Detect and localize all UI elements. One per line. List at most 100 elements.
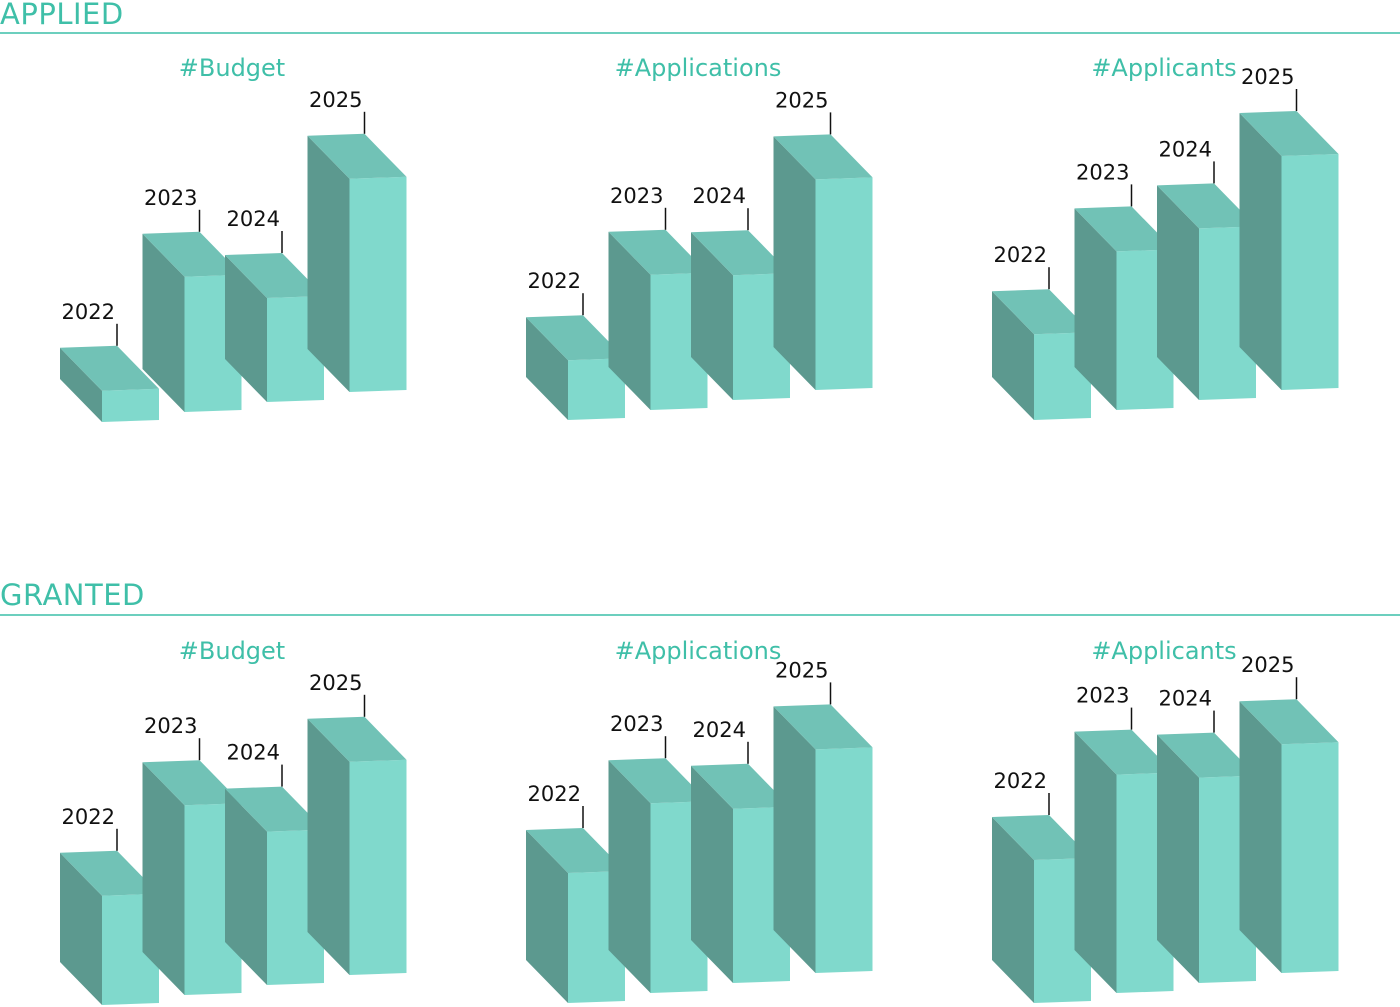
bar-2023: 2023 <box>608 712 708 993</box>
bar-side-face <box>225 255 267 402</box>
chart-title-granted-applications: #Applications <box>614 637 782 665</box>
bar-top-face <box>1074 206 1174 252</box>
bar-top-face <box>608 758 708 804</box>
bar-label-2025: 2025 <box>309 671 362 695</box>
bar-side-face <box>1074 731 1117 993</box>
bar-side-face <box>142 233 185 412</box>
bar-top-face <box>992 289 1091 335</box>
bar-side-face <box>1239 701 1282 973</box>
bar-label-2024: 2024 <box>227 741 280 765</box>
bar-2025: 2025 <box>1239 65 1339 390</box>
bar-2025: 2025 <box>773 658 873 973</box>
bar-label-2025: 2025 <box>775 658 828 682</box>
bar-top-face <box>1157 732 1256 778</box>
chart-title-applied-budget: #Budget <box>178 54 286 82</box>
bar-top-face <box>1239 699 1339 745</box>
bar-top-face <box>225 253 324 298</box>
bar-side-face <box>1239 113 1282 390</box>
bar-side-face <box>60 347 102 422</box>
bar-top-face <box>60 850 159 896</box>
bar-2025: 2025 <box>307 671 407 975</box>
bar-2022: 2022 <box>526 269 625 420</box>
bar-top-face <box>1157 183 1256 229</box>
bar-label-2022: 2022 <box>994 243 1047 267</box>
bar-front-face <box>815 177 873 390</box>
bar-label-2024: 2024 <box>693 184 746 208</box>
bar-label-2022: 2022 <box>62 805 115 829</box>
bar-label-2022: 2022 <box>62 300 115 324</box>
bar-label-2024: 2024 <box>693 718 746 742</box>
bar-label-2025: 2025 <box>309 88 362 112</box>
bar-label-2025: 2025 <box>775 88 828 112</box>
bar-label-2023: 2023 <box>1076 160 1129 184</box>
bar-front-face <box>349 176 407 392</box>
chart-granted-applicants: 2022 2023 2024 2025 <box>992 653 1339 1003</box>
bar-top-face <box>60 345 159 391</box>
section-title-granted: GRANTED <box>0 578 145 612</box>
bar-top-face <box>691 230 790 276</box>
bar-front-face <box>349 759 407 975</box>
bar-label-2023: 2023 <box>144 714 197 738</box>
bar-side-face <box>526 830 568 1003</box>
bar-side-face <box>307 718 350 975</box>
bar-side-face <box>225 788 267 985</box>
bar-top-face <box>691 763 790 809</box>
bar-label-2024: 2024 <box>1159 687 1212 711</box>
bar-label-2023: 2023 <box>610 712 663 736</box>
bar-top-face <box>608 229 708 275</box>
bar-side-face <box>992 291 1034 420</box>
bar-top-face <box>1239 111 1339 156</box>
bar-front-face <box>102 388 159 422</box>
bar-2022: 2022 <box>60 300 159 422</box>
bar-label-2022: 2022 <box>528 269 581 293</box>
bar-side-face <box>1157 185 1199 400</box>
bar-side-face <box>608 231 651 410</box>
bar-2025: 2025 <box>773 88 873 390</box>
bar-label-2023: 2023 <box>144 186 197 210</box>
bar-side-face <box>773 136 816 390</box>
bar-2025: 2025 <box>307 88 407 393</box>
bar-side-face <box>60 852 102 1005</box>
bar-side-face <box>1157 734 1199 983</box>
bar-side-face <box>526 317 568 420</box>
bar-top-face <box>773 704 873 750</box>
bar-side-face <box>307 135 350 393</box>
bar-front-face <box>568 358 625 420</box>
bar-top-face <box>992 815 1091 860</box>
bar-side-face <box>1074 208 1117 410</box>
chart-title-granted-budget: #Budget <box>178 637 286 665</box>
bar-label-2022: 2022 <box>528 782 581 806</box>
bar-label-2024: 2024 <box>227 207 280 231</box>
bar-top-face <box>225 786 324 832</box>
chart-granted-budget: 2022 2023 2024 2025 <box>60 671 407 1005</box>
bar-top-face <box>773 134 873 180</box>
bar-label-2023: 2023 <box>610 184 663 208</box>
bar-top-face <box>307 716 407 762</box>
bar-side-face <box>608 760 651 993</box>
bar-top-face <box>142 760 242 806</box>
bar-top-face <box>142 231 242 277</box>
chart-applied-budget: 2022 2023 2024 2025 <box>60 88 407 422</box>
bar-2025: 2025 <box>1239 653 1339 973</box>
bar-top-face <box>526 828 625 873</box>
chart-granted-applications: 2022 2023 2024 2025 <box>526 658 873 1003</box>
bar-label-2025: 2025 <box>1241 653 1294 677</box>
bar-side-face <box>773 706 816 973</box>
section-divider-applied <box>0 32 1400 34</box>
chart-applied-applications: 2022 2023 2024 2025 <box>526 88 873 420</box>
bar-top-face <box>1074 729 1174 775</box>
bar-front-face <box>815 747 873 973</box>
bar-top-face <box>526 315 625 361</box>
chart-title-applied-applications: #Applications <box>614 54 782 82</box>
chart-title-granted-applicants: #Applicants <box>1091 637 1237 665</box>
bar-label-2022: 2022 <box>994 769 1047 793</box>
bar-label-2024: 2024 <box>1159 137 1212 161</box>
bar-side-face <box>691 232 733 400</box>
bar-front-face <box>1281 154 1339 390</box>
bar-top-face <box>307 133 407 179</box>
bar-label-2025: 2025 <box>1241 65 1294 89</box>
bar-front-face <box>1281 742 1339 973</box>
chart-applied-applicants: 2022 2023 2024 2025 <box>992 65 1339 420</box>
bar-side-face <box>992 817 1034 1003</box>
